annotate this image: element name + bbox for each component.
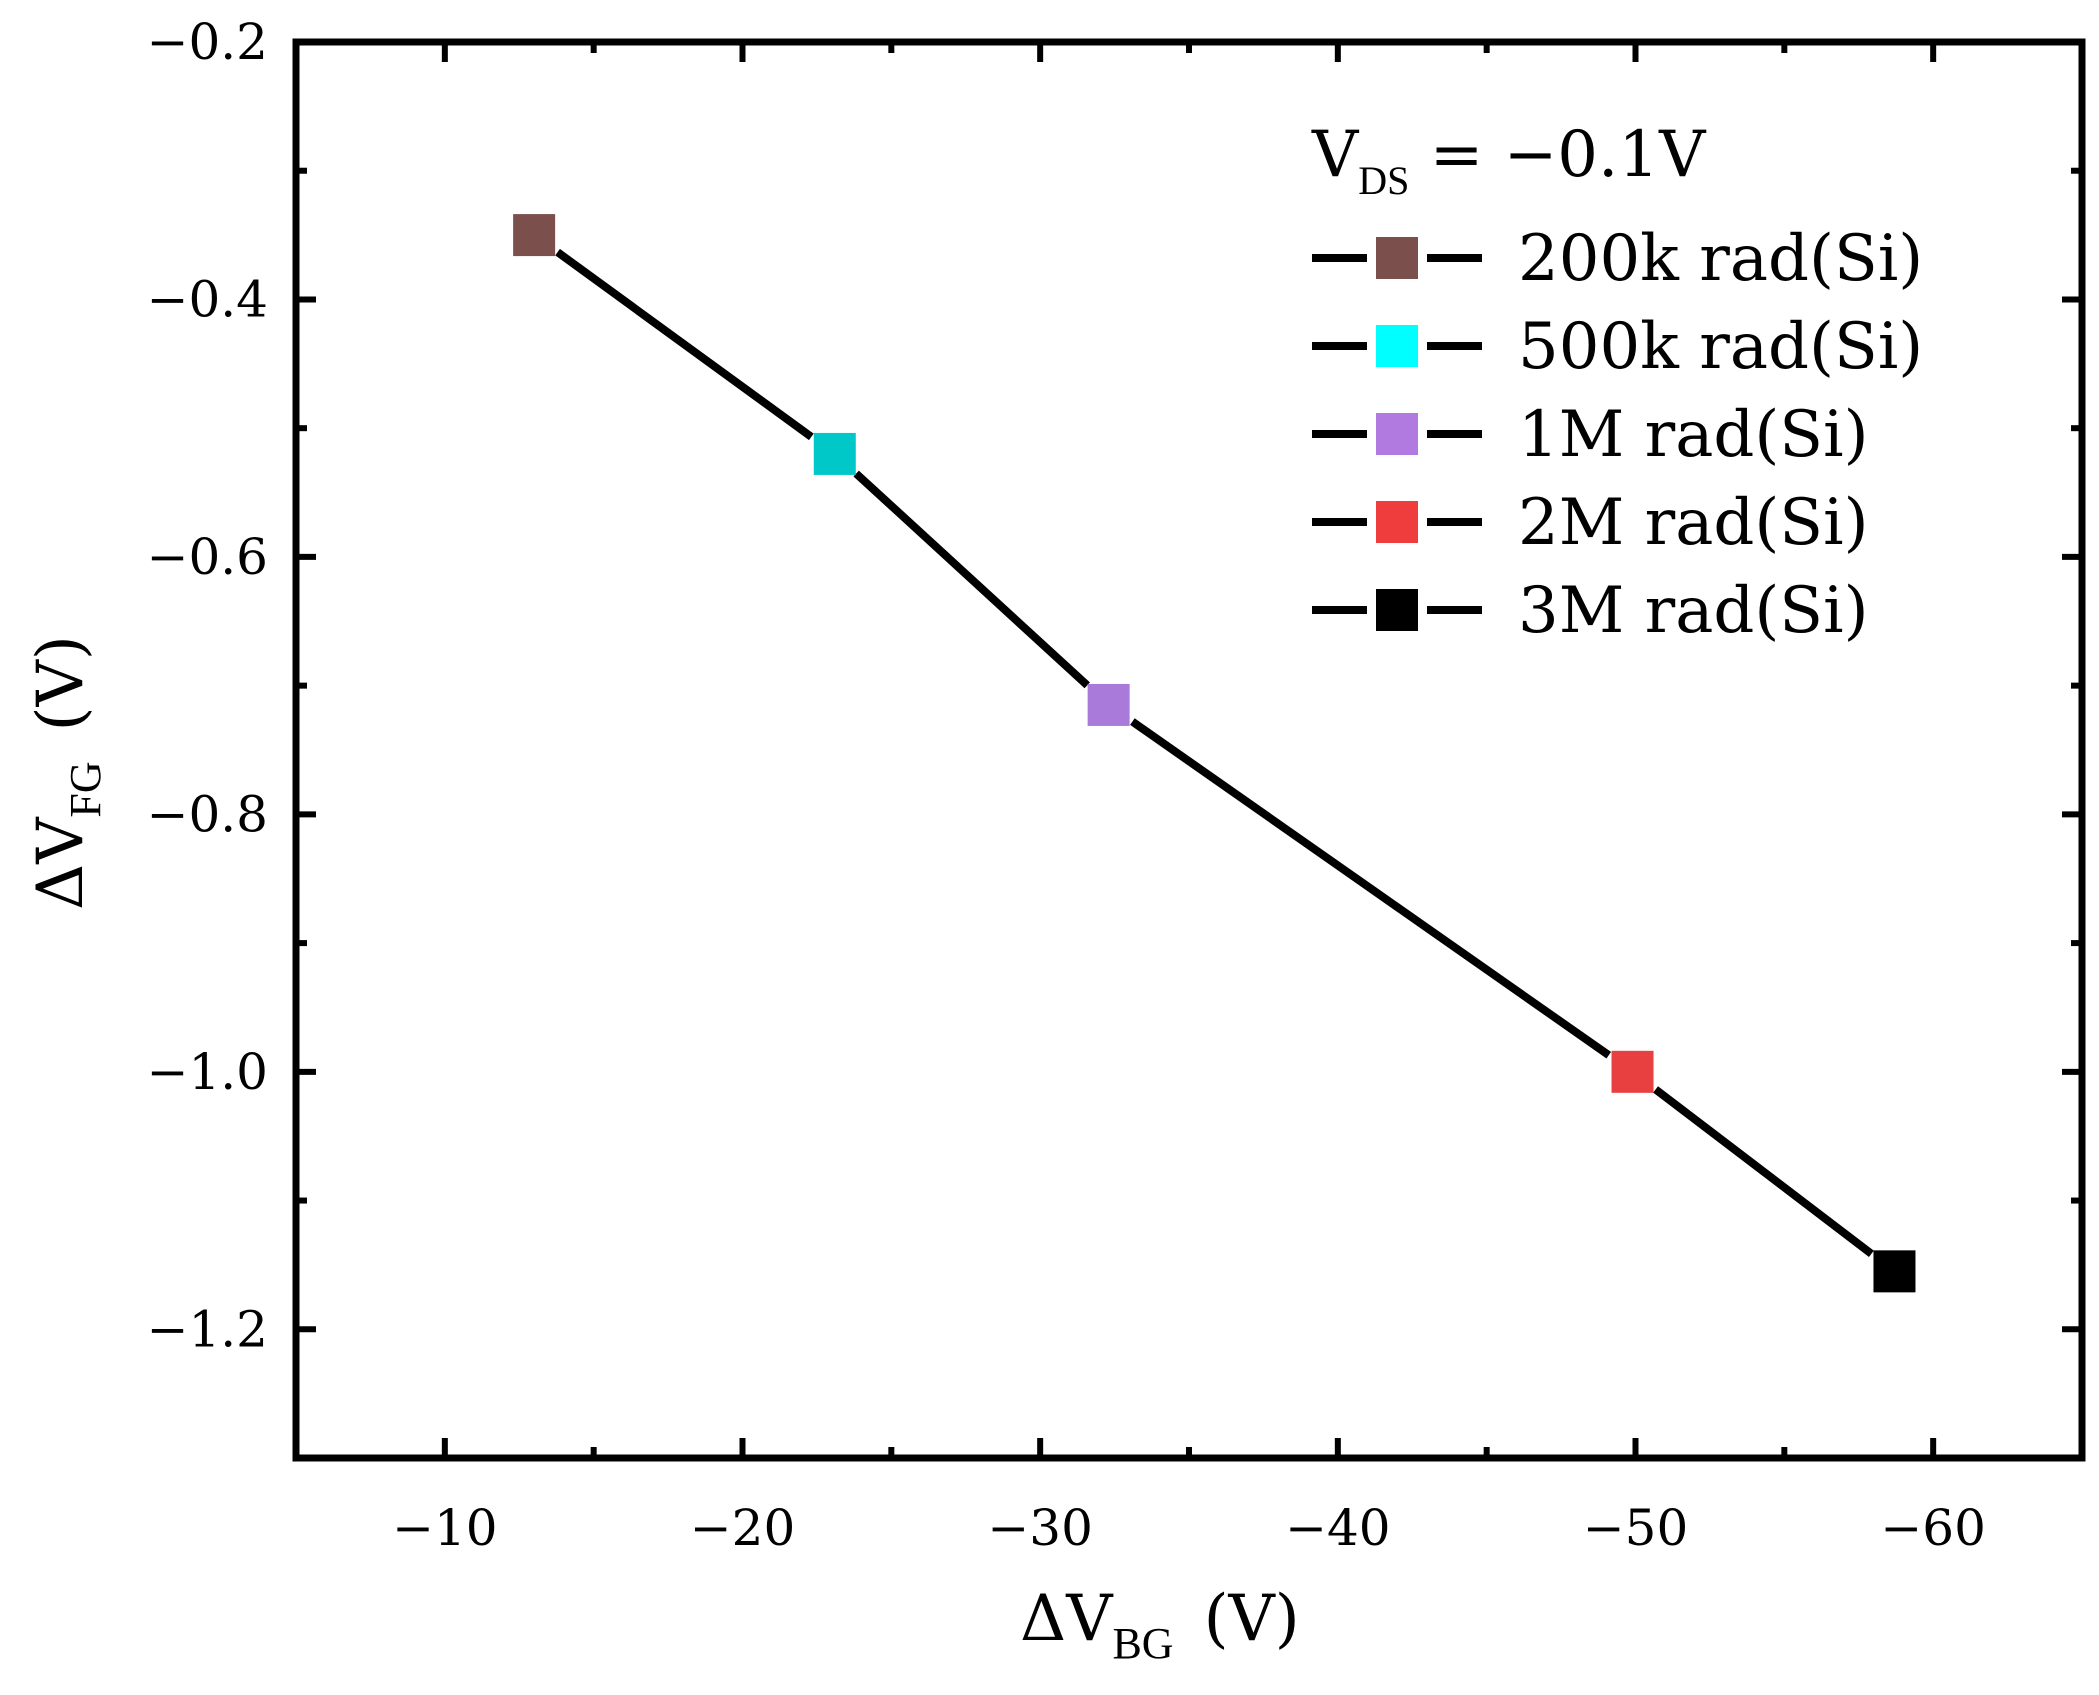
x-tick-label: −50: [1583, 1499, 1689, 1557]
y-tick-label: −0.4: [147, 270, 268, 328]
x-axis-label-sub: BG: [1112, 1619, 1173, 1668]
x-tick-label: −40: [1285, 1499, 1391, 1557]
series-line-segment: [1653, 1086, 1874, 1257]
legend-marker: [1376, 237, 1418, 279]
legend-title-prefix: V: [1311, 118, 1360, 192]
data-point-marker: [1873, 1250, 1916, 1293]
legend-marker: [1376, 413, 1418, 455]
legend-label: 200k rad(Si): [1518, 222, 1923, 296]
data-point-marker: [813, 432, 856, 475]
data-point-marker: [1087, 683, 1130, 726]
x-tick-label: −60: [1880, 1499, 1986, 1557]
legend-title-sub: DS: [1358, 158, 1409, 203]
series-line-segment: [853, 470, 1090, 689]
y-axis-label-prefix: ΔV: [24, 816, 98, 910]
legend: VDS = −0.1V 200k rad(Si) 500k rad(Si) 1M r…: [1311, 118, 1923, 648]
legend-label: 3M rad(Si): [1518, 574, 1869, 648]
x-axis-label: ΔVBG (V): [1020, 1582, 1300, 1668]
legend-marker: [1376, 325, 1418, 367]
data-point-marker: [1611, 1050, 1654, 1093]
tick-labels: −10 −20 −30 −40 −50 −60 −0.2 −0.4 −0.6 −0.8 −1.0 −1…: [147, 13, 1986, 1557]
x-axis-label-unit: (V): [1204, 1582, 1300, 1656]
legend-marker: [1376, 589, 1418, 631]
x-tick-label: −10: [392, 1499, 498, 1557]
series-line-segment: [555, 248, 814, 441]
legend-label: 1M rad(Si): [1518, 398, 1869, 472]
y-tick-label: −1.2: [147, 1300, 268, 1358]
legend-marker: [1376, 501, 1418, 543]
y-axis-label: ΔVFG (V): [24, 635, 110, 910]
y-axis-label-sub: FG: [61, 761, 110, 817]
y-tick-label: −0.8: [147, 785, 268, 843]
y-axis-label-unit: (V): [24, 635, 98, 731]
y-tick-label: −1.0: [147, 1043, 268, 1101]
x-tick-label: −30: [987, 1499, 1093, 1557]
data-point-marker: [513, 214, 556, 257]
ticks: [293, 39, 2085, 1461]
x-tick-label: −20: [690, 1499, 796, 1557]
legend-entries: 200k rad(Si) 500k rad(Si) 1M rad(Si) 2M rad…: [1312, 222, 1923, 648]
y-tick-label: −0.2: [147, 13, 268, 71]
legend-label: 2M rad(Si): [1518, 486, 1869, 560]
legend-label: 500k rad(Si): [1518, 310, 1923, 384]
series-line-segment: [1130, 718, 1612, 1059]
legend-title-suffix: = −0.1V: [1409, 118, 1707, 192]
y-tick-label: −0.6: [147, 528, 268, 586]
x-axis-label-prefix: ΔV: [1020, 1582, 1114, 1656]
series: [513, 214, 1916, 1293]
legend-title: VDS = −0.1V: [1311, 118, 1707, 203]
